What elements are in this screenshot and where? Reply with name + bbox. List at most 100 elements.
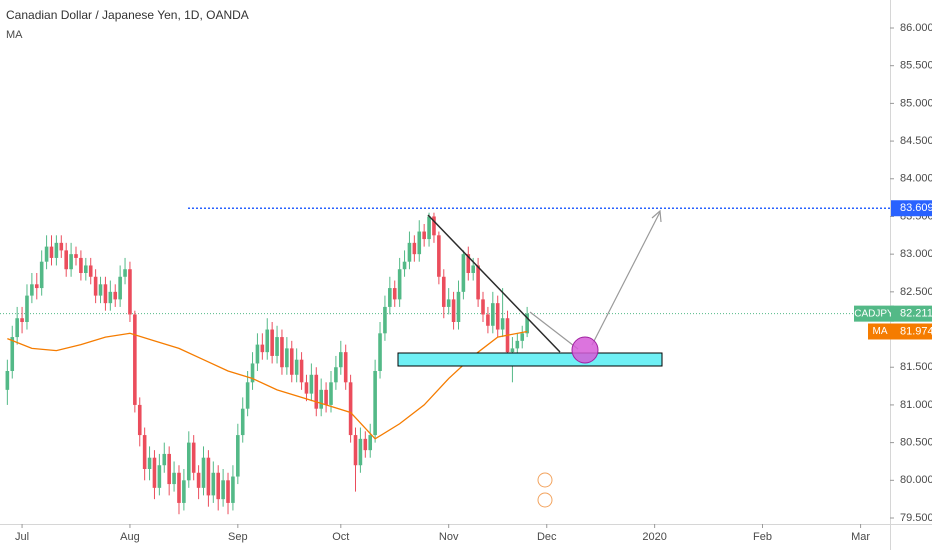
candle-body: [432, 216, 436, 236]
candle-body: [201, 457, 206, 488]
candle-body: [481, 299, 485, 315]
candle-body: [191, 442, 196, 473]
candle-body: [44, 246, 49, 262]
candle-body: [25, 295, 29, 322]
indicator-label: MA: [6, 29, 23, 41]
ma-name-box: [868, 323, 892, 340]
candle-body: [388, 288, 392, 307]
candle-body: [486, 314, 490, 326]
candle-body: [334, 367, 338, 383]
candle-body: [240, 408, 245, 436]
candle-body: [231, 476, 235, 503]
candle-body: [275, 337, 279, 356]
candle-body: [289, 348, 294, 375]
candle-body: [309, 374, 314, 394]
candle-body: [324, 389, 328, 405]
symbol-box: [854, 305, 894, 322]
candle-body: [471, 265, 475, 273]
candle-body: [510, 348, 515, 353]
candle-body: [216, 472, 221, 500]
candle-body: [515, 340, 520, 349]
candle-body: [186, 442, 191, 481]
candle-body: [59, 242, 64, 251]
candle-body: [74, 254, 78, 258]
candle-body: [5, 371, 10, 390]
event-icon: [537, 492, 553, 508]
candle-body: [88, 265, 93, 277]
candle-body: [304, 382, 309, 394]
candle-body: [373, 371, 377, 436]
x-tick-label: Nov: [439, 531, 459, 543]
y-tick-label: 79.500: [900, 512, 932, 524]
x-tick-label: Aug: [120, 531, 140, 543]
candle-body: [299, 359, 304, 383]
x-tick-label: 2020: [642, 531, 666, 543]
candle-body: [500, 318, 505, 330]
candle-body: [270, 329, 274, 356]
candle-body: [98, 284, 103, 296]
candle-body: [495, 303, 500, 330]
candle-body: [221, 480, 225, 500]
candle-body: [441, 276, 446, 307]
candle-body: [142, 435, 147, 469]
candle-body: [49, 246, 54, 258]
chart-title: Canadian Dollar / Japanese Yen, 1D, OAND…: [6, 8, 249, 22]
candle-body: [211, 472, 216, 496]
candle-body: [39, 261, 44, 289]
event-icon: [537, 472, 553, 488]
candle-body: [397, 269, 402, 300]
ma-value-box: [891, 323, 932, 340]
target-label: 83.609: [900, 202, 932, 214]
projection-arrow: [591, 211, 661, 346]
candle-body: [255, 344, 260, 364]
candle-body: [172, 472, 176, 485]
x-tick-label: Oct: [332, 531, 349, 543]
candle-body: [15, 318, 19, 338]
candle-body: [162, 453, 167, 466]
last-price-label: 82.211: [900, 308, 932, 320]
candle-body: [236, 435, 240, 477]
candle-body: [368, 435, 373, 451]
candle-body: [113, 291, 118, 300]
candle-body: [329, 382, 333, 405]
candle-body: [314, 374, 319, 409]
candle-body: [84, 265, 88, 273]
candle-body: [128, 269, 132, 315]
candle-body: [383, 306, 387, 334]
candle-body: [348, 382, 353, 436]
y-tick-label: 83.000: [900, 248, 932, 260]
candle-body: [285, 348, 289, 368]
candle-body: [30, 284, 34, 296]
candle-body: [20, 318, 24, 322]
candle-body: [69, 254, 73, 270]
candle-body: [378, 333, 382, 371]
candle-body: [466, 254, 471, 273]
candle-body: [64, 250, 68, 270]
ma-name-label: MA: [873, 326, 888, 337]
last-price-box: [891, 305, 932, 322]
target-label-box: [891, 200, 932, 217]
candle-body: [250, 363, 255, 383]
trend-line: [427, 214, 561, 353]
candle-body: [260, 344, 265, 353]
candle-body: [525, 313, 529, 334]
candle-body: [10, 337, 15, 371]
y-tick-label: 80.000: [900, 474, 932, 486]
candle-body: [182, 480, 186, 503]
candle-body: [407, 242, 412, 262]
candle-body: [338, 352, 343, 368]
candle-body: [358, 438, 363, 466]
y-tick-label: 81.500: [900, 361, 932, 373]
candle-body: [451, 299, 456, 322]
candle-body: [123, 269, 127, 277]
candle-body: [456, 291, 461, 322]
target-circle: [571, 336, 599, 364]
symbol-label: CADJPY: [854, 308, 894, 319]
candle-body: [461, 254, 466, 292]
plot: [0, 27, 894, 528]
y-tick-label: 84.000: [900, 173, 932, 185]
support-zone: [397, 352, 663, 367]
candle-body: [196, 472, 201, 488]
y-tick-label: 86.000: [900, 22, 932, 34]
